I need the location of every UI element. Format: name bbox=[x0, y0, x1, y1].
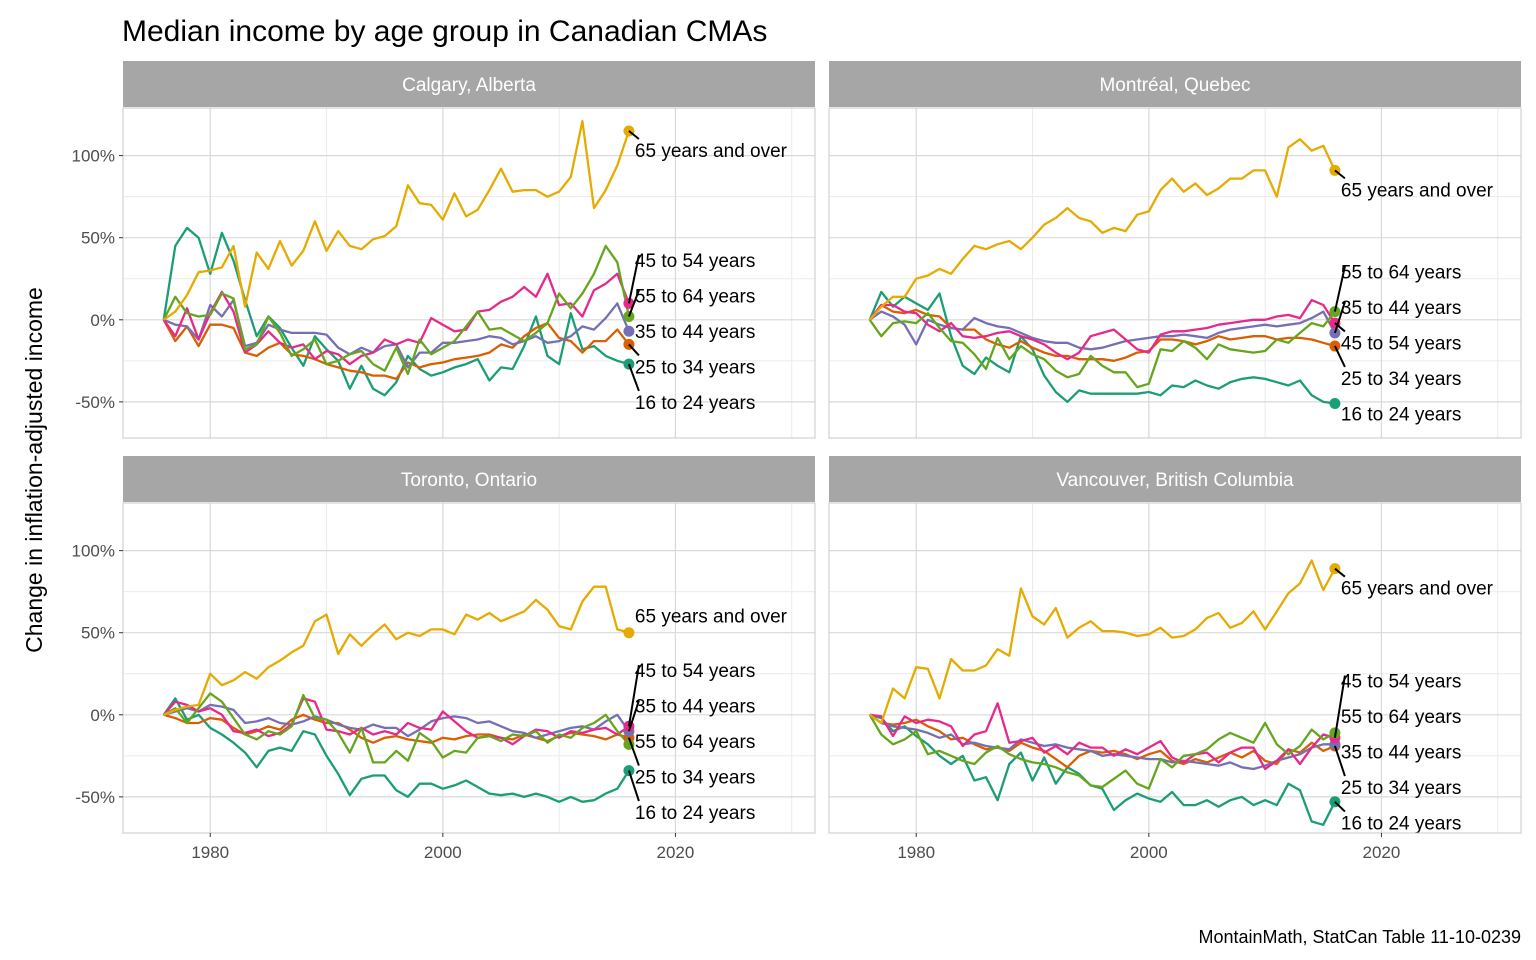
end-label-65-years-and-over: 65 years and over bbox=[635, 141, 788, 162]
y-tick-label: 50% bbox=[81, 624, 115, 643]
series-line-65-years-and-over bbox=[163, 585, 630, 716]
x-tick-label: 2000 bbox=[424, 843, 462, 862]
end-label-35-to-44-years: 35 to 44 years bbox=[1341, 298, 1461, 319]
y-tick-label: 0% bbox=[90, 311, 115, 330]
series-line-65-years-and-over bbox=[163, 119, 630, 321]
end-label-55-to-64-years: 55 to 64 years bbox=[1341, 262, 1461, 283]
panel-strip-title: Vancouver, British Columbia bbox=[1056, 470, 1294, 491]
panel-vancouver-british-columbia: Vancouver, British Columbia 65 years and … bbox=[828, 456, 1522, 862]
chart-caption: MontainMath, StatCan Table 11-10-0239 bbox=[1198, 927, 1521, 947]
series-line-35-to-44-years bbox=[869, 713, 1335, 771]
series-line-55-to-64-years bbox=[868, 310, 1336, 389]
end-label-25-to-34-years: 25 to 34 years bbox=[635, 768, 755, 789]
series-line-45-to-54-years bbox=[868, 298, 1336, 361]
end-label-55-to-64-years: 55 to 64 years bbox=[1341, 707, 1461, 728]
end-label-25-to-34-years: 25 to 34 years bbox=[1341, 778, 1461, 799]
end-label-65-years-and-over: 65 years and over bbox=[1341, 579, 1494, 600]
series-line-55-to-64-years bbox=[868, 714, 1336, 790]
end-label-leader bbox=[628, 343, 640, 357]
panel-strip-title: Montréal, Quebec bbox=[1099, 75, 1250, 96]
y-tick-label: 0% bbox=[90, 706, 115, 725]
end-label-leader bbox=[627, 700, 640, 732]
panel-strip-title: Calgary, Alberta bbox=[402, 75, 536, 96]
end-label-leader bbox=[627, 363, 640, 392]
series-line-25-to-34-years bbox=[868, 303, 1336, 362]
panels-group: Calgary, Alberta 65 years and over 45 to 5… bbox=[72, 61, 1522, 862]
end-point-35-to-44-years bbox=[623, 325, 635, 337]
end-label-leader bbox=[627, 770, 640, 802]
end-label-65-years-and-over: 65 years and over bbox=[635, 607, 788, 628]
y-tick-label: -50% bbox=[75, 788, 115, 807]
end-label-leader bbox=[1334, 345, 1346, 368]
end-label-35-to-44-years: 35 to 44 years bbox=[635, 322, 755, 343]
end-label-leader bbox=[627, 737, 640, 766]
end-label-25-to-34-years: 25 to 34 years bbox=[635, 357, 755, 378]
end-label-leader bbox=[1333, 301, 1346, 334]
end-label-45-to-54-years: 45 to 54 years bbox=[635, 251, 755, 272]
chart-title: Median income by age group in Canadian C… bbox=[122, 15, 767, 48]
end-label-leader bbox=[627, 664, 640, 727]
x-tick-label: 2020 bbox=[657, 843, 695, 862]
series-line-55-to-64-years bbox=[162, 244, 631, 376]
series-line-25-to-34-years bbox=[162, 319, 630, 381]
series-line-16-to-24-years bbox=[162, 697, 630, 803]
panel-strip-vancouver-british-columbia bbox=[829, 456, 1521, 502]
end-label-leader bbox=[628, 130, 640, 140]
end-label-45-to-54-years: 45 to 54 years bbox=[635, 661, 755, 682]
series-line-45-to-54-years bbox=[162, 272, 630, 366]
end-label-leader bbox=[1334, 322, 1346, 333]
end-label-16-to-24-years: 16 to 24 years bbox=[1341, 814, 1461, 835]
x-tick-label: 2020 bbox=[1363, 843, 1401, 862]
y-tick-label: -50% bbox=[75, 393, 115, 412]
panel-strip-calgary-alberta bbox=[123, 61, 815, 107]
y-tick-label: 100% bbox=[72, 542, 115, 561]
panel-calgary-alberta: Calgary, Alberta 65 years and over 45 to 5… bbox=[72, 61, 816, 439]
panel-border bbox=[828, 107, 1522, 439]
panel-border bbox=[122, 107, 816, 439]
series-line-65-years-and-over bbox=[868, 138, 1336, 321]
series-line-45-to-54-years bbox=[869, 702, 1336, 771]
y-tick-label: 100% bbox=[72, 147, 115, 166]
panel-montr-al-quebec: Montréal, Quebec 65 years and over 55 to 6… bbox=[828, 61, 1522, 439]
panel-toronto-ontario: Toronto, Ontario 65 years and over 45 to 5… bbox=[72, 456, 816, 862]
panel-strip-toronto-ontario bbox=[123, 456, 815, 502]
end-label-45-to-54-years: 45 to 54 years bbox=[1341, 333, 1461, 354]
x-tick-label: 1980 bbox=[191, 843, 229, 862]
series-line-45-to-54-years bbox=[162, 697, 630, 746]
end-point-16-to-24-years bbox=[1329, 398, 1341, 410]
x-tick-label: 2000 bbox=[1130, 843, 1168, 862]
end-label-25-to-34-years: 25 to 34 years bbox=[1341, 369, 1461, 390]
series-line-55-to-64-years bbox=[163, 692, 630, 764]
panel-border bbox=[828, 502, 1522, 834]
end-label-leader bbox=[1333, 745, 1346, 777]
end-label-leader bbox=[627, 254, 640, 304]
y-axis-label: Change in inflation-adjusted income bbox=[21, 287, 47, 653]
panel-border bbox=[122, 502, 816, 834]
series-line-16-to-24-years bbox=[868, 290, 1336, 405]
series-line-65-years-and-over bbox=[869, 559, 1336, 725]
y-tick-label: 50% bbox=[81, 229, 115, 248]
end-point-65-years-and-over bbox=[623, 627, 635, 639]
end-label-55-to-64-years: 55 to 64 years bbox=[635, 732, 755, 753]
end-label-55-to-64-years: 55 to 64 years bbox=[635, 286, 755, 307]
panel-strip-title: Toronto, Ontario bbox=[401, 470, 537, 491]
end-label-16-to-24-years: 16 to 24 years bbox=[635, 803, 755, 824]
panel-strip-montr-al-quebec bbox=[829, 61, 1521, 107]
end-label-leader bbox=[1334, 567, 1346, 578]
series-line-16-to-24-years bbox=[869, 713, 1336, 826]
end-label-leader bbox=[1334, 801, 1346, 813]
end-label-16-to-24-years: 16 to 24 years bbox=[1341, 404, 1461, 425]
end-label-45-to-54-years: 45 to 54 years bbox=[1341, 672, 1461, 693]
end-label-leader bbox=[1333, 675, 1346, 738]
end-label-leader bbox=[1333, 266, 1346, 312]
end-label-leader bbox=[1334, 169, 1346, 180]
end-label-35-to-44-years: 35 to 44 years bbox=[635, 697, 755, 718]
end-label-16-to-24-years: 16 to 24 years bbox=[635, 393, 755, 414]
x-tick-label: 1980 bbox=[897, 843, 935, 862]
end-label-35-to-44-years: 35 to 44 years bbox=[1341, 743, 1461, 764]
end-label-65-years-and-over: 65 years and over bbox=[1341, 180, 1494, 201]
end-label-leader bbox=[627, 290, 640, 317]
